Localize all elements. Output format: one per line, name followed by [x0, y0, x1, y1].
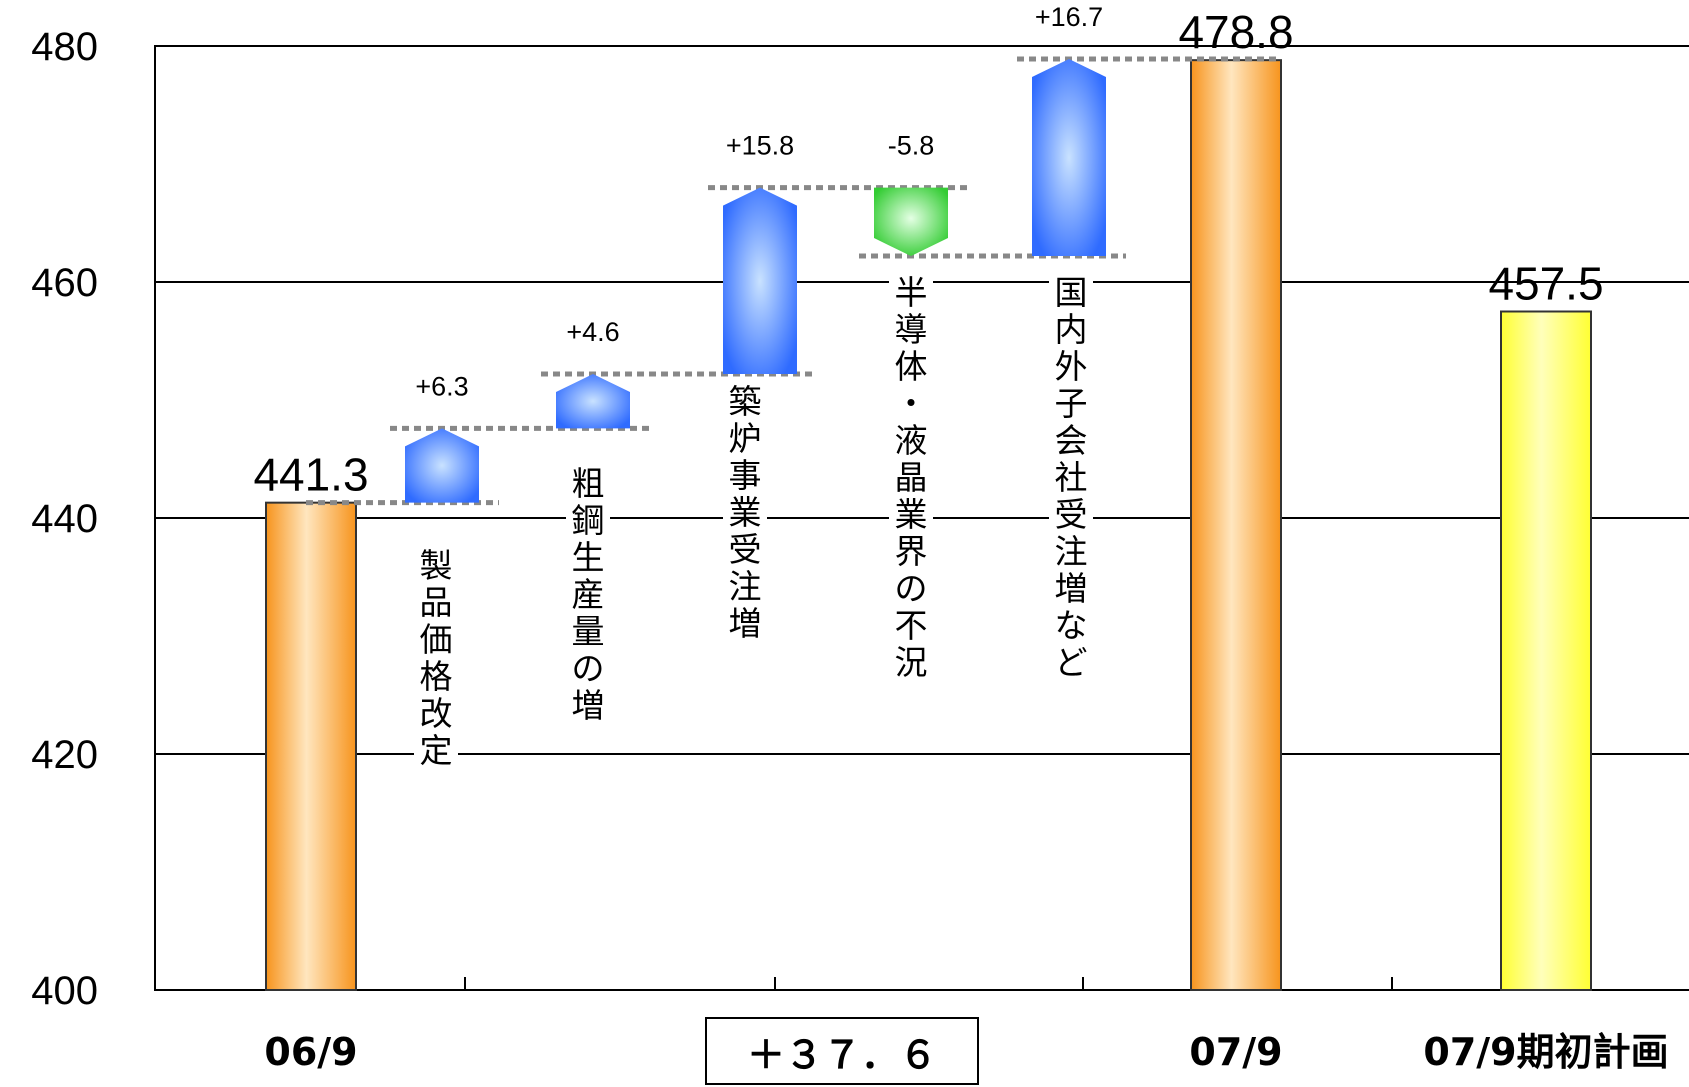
- annotation-background: [723, 378, 767, 643]
- annotation-char: 価: [420, 620, 453, 659]
- annotation-char: 晶: [895, 458, 928, 497]
- y-tick-label: 400: [31, 969, 98, 1013]
- annotation-char: 会: [1055, 421, 1088, 460]
- value-labels: 441.3 478.8 457.5 +6.3 +4.6 +15.8 -5.8 +16.7: [253, 2, 1603, 501]
- bar-value-label: 457.5: [1488, 258, 1603, 310]
- annotation-char: 注: [729, 567, 762, 606]
- annotation-char: 生: [572, 538, 605, 577]
- annotation-char: 事: [729, 456, 762, 495]
- annotation-char: 社: [1055, 458, 1088, 497]
- annotation-char: 国: [1055, 273, 1088, 312]
- y-axis-ticks: 400 420 440 460 480: [31, 25, 98, 1013]
- annotation-char: の: [895, 569, 928, 608]
- y-tick-label: 480: [31, 25, 98, 69]
- step-delta-label: +4.6: [566, 317, 619, 347]
- annotation-char: 品: [420, 583, 453, 622]
- annotation-char: 製: [420, 546, 453, 585]
- bar-value-label: 441.3: [253, 449, 368, 501]
- annotation-char: 受: [1055, 495, 1088, 534]
- step-annotations: 製品価格改定粗鋼生産量の増築炉事業受注増半導体・液晶業界の不況国内外子会社受注増…: [414, 269, 1093, 770]
- annotation-background: [566, 460, 610, 725]
- step-delta-label: +16.7: [1035, 2, 1103, 32]
- step-arrows: [405, 58, 1106, 503]
- annotation-char: 増: [729, 604, 762, 643]
- annotation-char: 業: [895, 495, 928, 534]
- annotation-background: [1049, 269, 1093, 682]
- annotation-char: 格: [420, 657, 453, 696]
- annotation-char: 注: [1055, 532, 1088, 571]
- step-delta-label: +6.3: [415, 371, 468, 401]
- annotation-char: 炉: [729, 419, 762, 458]
- annotation-char: 定: [420, 731, 453, 770]
- total-change-frame: [705, 1017, 979, 1085]
- step-delta-label: +15.8: [726, 131, 794, 161]
- category-label: 07/9期初計画: [1423, 1030, 1668, 1074]
- annotation-char: 不: [895, 606, 928, 645]
- annotation-char: ど: [1055, 643, 1088, 682]
- annotation-char: 半: [895, 273, 928, 312]
- y-tick-label: 460: [31, 261, 98, 305]
- annotation-char: 粗: [572, 464, 605, 503]
- annotation-char: 液: [895, 421, 928, 460]
- annotation-char: の: [572, 649, 605, 688]
- total-bar: [265, 501, 357, 991]
- total-bars: [265, 59, 1592, 992]
- step-arrow: [405, 428, 479, 503]
- category-label: 06/9: [264, 1030, 357, 1074]
- annotation-char: 導: [895, 310, 928, 349]
- bar-value-label: 478.8: [1178, 6, 1293, 58]
- step-arrow: [556, 374, 630, 429]
- annotation-char: 体: [895, 347, 928, 386]
- annotation-char: 産: [572, 575, 605, 614]
- step-delta-label: -5.8: [888, 131, 935, 161]
- step-arrow: [874, 187, 948, 257]
- annotation-char: 量: [572, 612, 605, 651]
- annotation-char: ・: [895, 384, 928, 423]
- annotation-char: 界: [895, 532, 928, 571]
- category-labels: 06/9 07/9 07/9期初計画: [264, 1030, 1668, 1074]
- y-tick-label: 420: [31, 733, 98, 777]
- annotation-char: 内: [1055, 310, 1088, 349]
- annotation-background: [414, 542, 458, 770]
- total-bar: [1500, 310, 1592, 991]
- annotation-char: 業: [729, 493, 762, 532]
- annotation-char: 増: [572, 686, 605, 725]
- step-arrow: [723, 187, 797, 375]
- total-change-box: ＋３７．６: [705, 1017, 979, 1085]
- total-bar: [1190, 59, 1282, 992]
- annotation-char: 況: [895, 643, 928, 682]
- annotation-char: 改: [420, 694, 453, 733]
- annotation-char: 築: [729, 382, 762, 421]
- annotation-char: 増: [1055, 569, 1088, 608]
- step-arrow: [1032, 58, 1106, 257]
- annotation-background: [889, 269, 933, 682]
- y-tick-label: 440: [31, 497, 98, 541]
- category-label: 07/9: [1189, 1030, 1282, 1074]
- annotation-char: 子: [1055, 384, 1088, 423]
- total-change-label: ＋３７．６: [747, 1033, 937, 1077]
- x-axis-ticks: [464, 977, 1393, 990]
- annotation-char: 受: [729, 530, 762, 569]
- annotation-char: な: [1055, 606, 1088, 645]
- plot-area-frame: [154, 45, 1689, 991]
- annotation-char: 鋼: [572, 501, 605, 540]
- annotation-char: 外: [1055, 347, 1088, 386]
